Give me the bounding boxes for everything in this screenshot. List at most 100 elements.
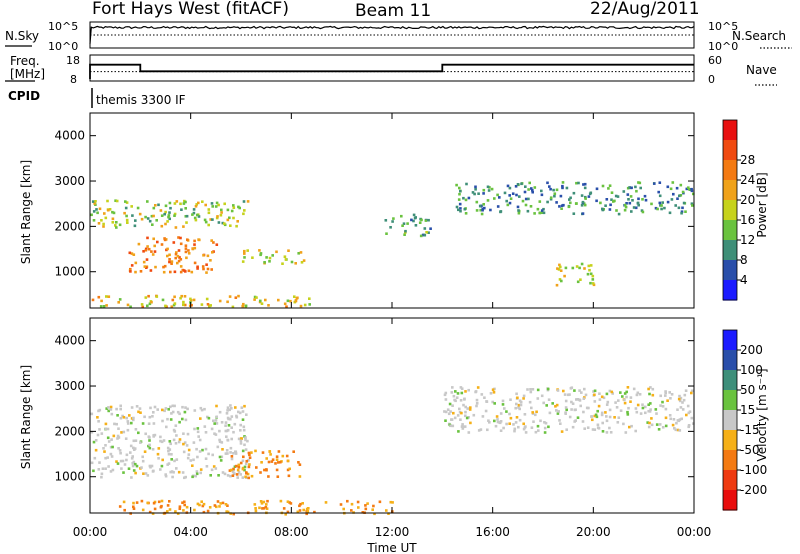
echo-point-region-0 bbox=[92, 219, 96, 222]
echo-point-region-0 bbox=[97, 420, 100, 423]
echo-point-region-3 bbox=[638, 393, 642, 396]
echo-point-region-3 bbox=[265, 256, 268, 259]
echo-point-region-5 bbox=[508, 201, 512, 205]
echo-point-region-0 bbox=[233, 422, 237, 426]
echo-point-region-0 bbox=[111, 468, 115, 472]
echo-point-region-0 bbox=[148, 415, 152, 419]
echo-point-region-0 bbox=[111, 221, 115, 224]
echo-point-region-6 bbox=[556, 267, 559, 270]
echo-point-region-0 bbox=[164, 222, 167, 226]
echo-point-region-0 bbox=[205, 465, 209, 468]
echo-point-region-4 bbox=[410, 218, 413, 222]
echo-point-region-0 bbox=[104, 422, 108, 426]
echo-point-region-0 bbox=[211, 453, 214, 457]
echo-point-region-2 bbox=[229, 512, 232, 515]
echo-point-region-3 bbox=[514, 421, 518, 424]
echo-point-region-0 bbox=[226, 406, 230, 409]
echo-point-region-0 bbox=[182, 442, 185, 446]
echo-point-region-2 bbox=[141, 305, 144, 309]
echo-point-region-3 bbox=[664, 407, 668, 411]
echo-point-region-5 bbox=[636, 202, 640, 205]
echo-point-region-0 bbox=[112, 211, 116, 215]
echo-point-region-0 bbox=[203, 407, 206, 411]
echo-point-region-0 bbox=[182, 432, 185, 435]
colorbar-segment bbox=[723, 430, 737, 451]
echo-point-region-1 bbox=[184, 250, 188, 254]
echo-point-region-0 bbox=[103, 212, 106, 215]
echo-point-region-0 bbox=[152, 469, 155, 473]
echo-point-region-0 bbox=[179, 202, 182, 206]
echo-point-region-3 bbox=[531, 388, 535, 391]
echo-point-region-0 bbox=[199, 471, 202, 475]
velocity-colorbar: 200 100 50 15 -15 -50 -100 -200 bbox=[722, 329, 767, 511]
echo-point-region-3 bbox=[661, 426, 665, 429]
cpid-value: themis 3300 IF bbox=[96, 93, 186, 107]
echo-point-region-5 bbox=[489, 208, 492, 212]
echo-point-region-3 bbox=[494, 424, 498, 428]
echo-point-region-0 bbox=[90, 213, 93, 217]
nave-label: Nave bbox=[746, 63, 777, 77]
echo-point-region-0 bbox=[204, 447, 208, 451]
echo-point-region-0 bbox=[239, 429, 242, 432]
echo-point-region-0 bbox=[111, 217, 115, 221]
echo-point-region-2 bbox=[255, 296, 258, 299]
echo-point-region-3 bbox=[630, 424, 633, 428]
echo-point-region-5 bbox=[628, 186, 631, 189]
echo-point-region-5 bbox=[613, 199, 616, 203]
echo-point-region-0 bbox=[224, 421, 228, 424]
echo-point-region-2 bbox=[242, 302, 245, 306]
echo-point-region-0 bbox=[167, 462, 171, 465]
echo-point-region-3 bbox=[565, 408, 568, 412]
echo-point-region-0 bbox=[213, 422, 216, 425]
echo-point-region-3 bbox=[666, 399, 669, 402]
echo-point-region-0 bbox=[226, 409, 229, 412]
echo-point-region-5 bbox=[503, 191, 507, 195]
echo-point-region-0 bbox=[246, 439, 249, 443]
echo-point-region-3 bbox=[546, 387, 550, 391]
echo-point-region-2 bbox=[391, 501, 394, 504]
echo-point-region-3 bbox=[646, 421, 649, 424]
echo-point-region-2 bbox=[205, 297, 209, 301]
echo-point-region-2 bbox=[306, 510, 310, 513]
echo-point-region-0 bbox=[106, 199, 109, 203]
echo-point-region-2 bbox=[267, 304, 270, 307]
beam-label: Beam 11 bbox=[355, 1, 431, 21]
echo-point-region-5 bbox=[562, 203, 565, 207]
echo-point-region-3 bbox=[680, 417, 683, 421]
echo-point-region-5 bbox=[595, 199, 598, 203]
echo-point-region-1 bbox=[170, 262, 173, 265]
echo-point-region-0 bbox=[92, 440, 96, 444]
echo-point-region-1 bbox=[247, 451, 251, 455]
echo-point-region-2 bbox=[286, 500, 290, 503]
echo-point-region-0 bbox=[108, 208, 112, 211]
echo-point-region-3 bbox=[596, 409, 599, 413]
echo-point-region-3 bbox=[452, 394, 456, 398]
echo-point-region-2 bbox=[166, 504, 170, 507]
echo-point-region-0 bbox=[215, 404, 218, 408]
echo-point-region-5 bbox=[465, 182, 468, 186]
echo-point-region-1 bbox=[181, 268, 185, 272]
echo-point-region-1 bbox=[193, 239, 196, 243]
echo-point-region-5 bbox=[677, 206, 681, 210]
echo-point-region-5 bbox=[608, 208, 612, 211]
echo-point-region-0 bbox=[248, 463, 251, 466]
echo-point-region-0 bbox=[224, 429, 228, 433]
echo-point-region-0 bbox=[104, 456, 107, 460]
echo-point-region-3 bbox=[509, 398, 512, 401]
echo-point-region-3 bbox=[622, 422, 625, 426]
echo-point-region-3 bbox=[669, 397, 672, 400]
echo-point-region-3 bbox=[676, 419, 680, 422]
echo-point-region-6 bbox=[589, 281, 592, 285]
echo-point-region-0 bbox=[216, 445, 220, 449]
echo-point-region-2 bbox=[296, 510, 300, 514]
echo-point-region-2 bbox=[189, 297, 192, 301]
echo-point-region-2 bbox=[226, 510, 230, 514]
echo-point-region-2 bbox=[373, 512, 376, 516]
colorbar-segment bbox=[723, 200, 737, 221]
echo-point-region-3 bbox=[543, 421, 546, 424]
echo-point-region-2 bbox=[150, 300, 153, 304]
echo-point-region-3 bbox=[503, 407, 506, 410]
echo-point-region-0 bbox=[160, 224, 164, 228]
echo-point-region-5 bbox=[661, 201, 664, 204]
